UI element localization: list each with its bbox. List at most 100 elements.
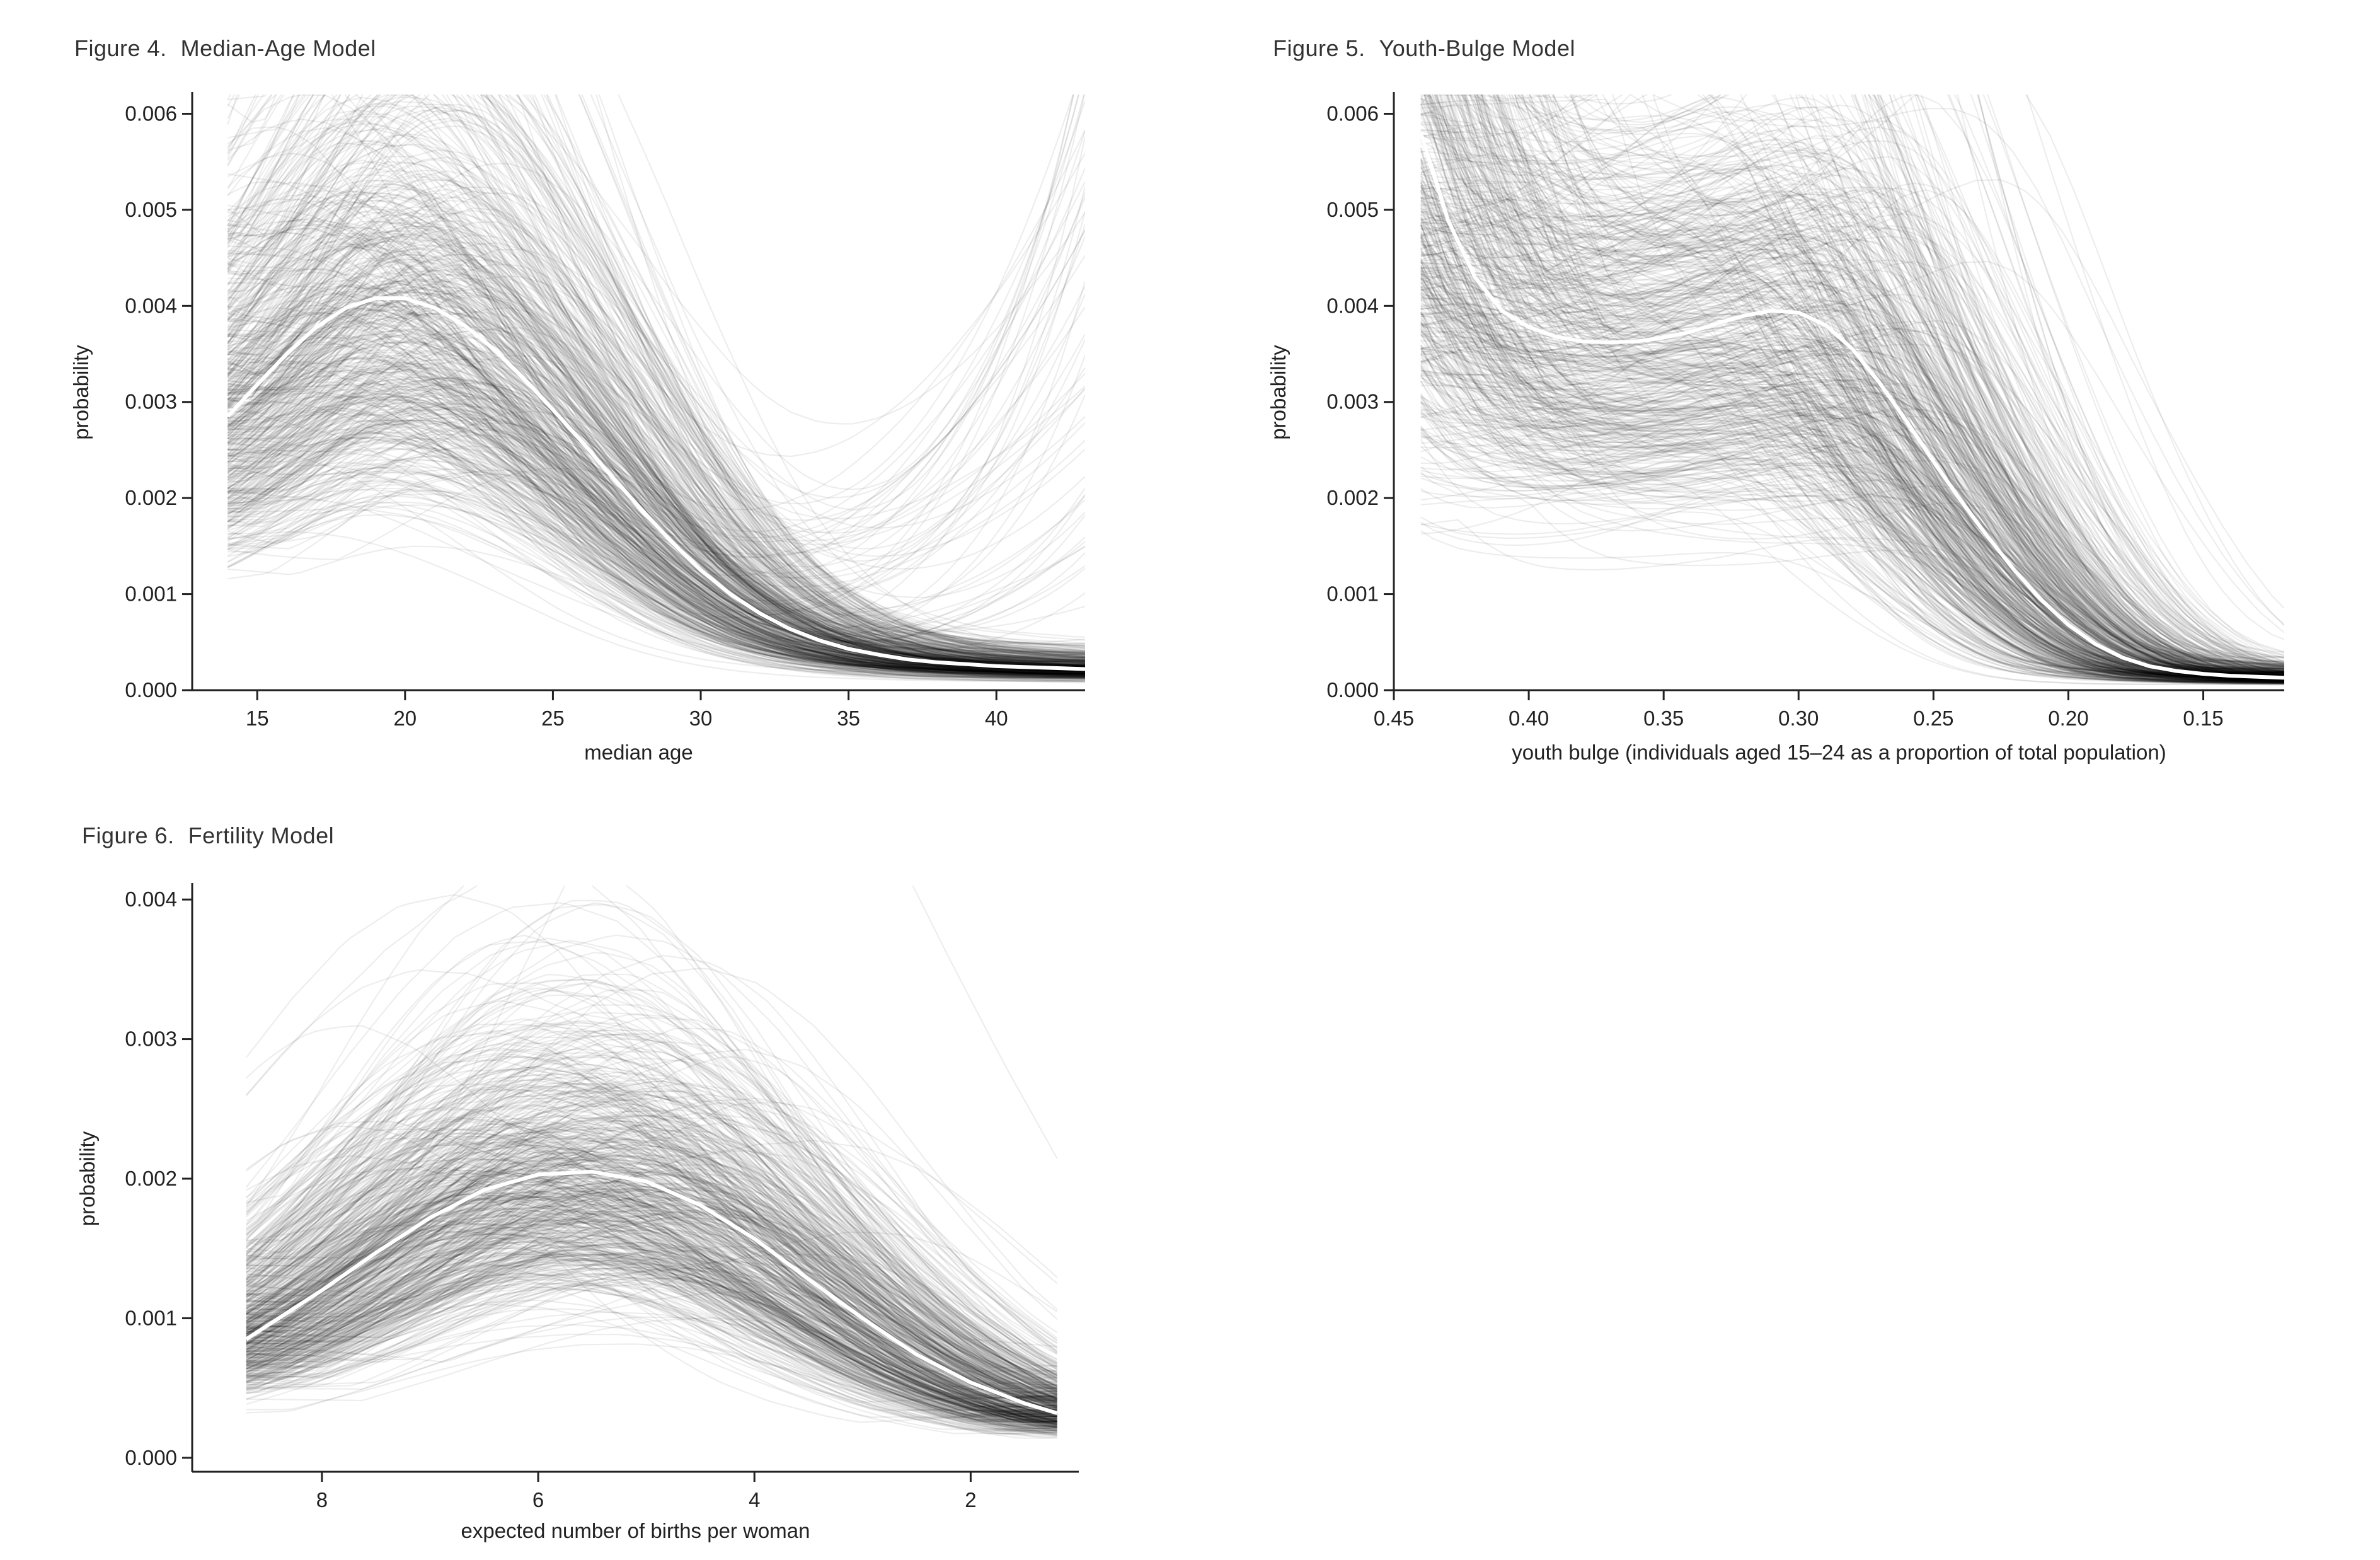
posterior-draw-line xyxy=(1420,273,2284,679)
posterior-draw-line xyxy=(227,274,1085,668)
posterior-draw-line xyxy=(1420,96,2284,676)
posterior-draw-line xyxy=(1420,125,2284,676)
posterior-draw-line xyxy=(227,119,1085,656)
posterior-draw-line xyxy=(227,300,1085,673)
posterior-draw-line xyxy=(227,307,1085,664)
posterior-draw-line xyxy=(1420,294,2284,678)
posterior-draw-line xyxy=(227,333,1085,602)
posterior-draw-line xyxy=(227,366,1085,674)
posterior-draw-line xyxy=(1420,257,2284,679)
posterior-draw-line xyxy=(1420,211,2284,683)
posterior-draw-line xyxy=(1652,95,2284,609)
posterior-draw-line xyxy=(1508,95,2284,673)
posterior-draw-line xyxy=(1420,136,2284,682)
posterior-draw-line xyxy=(1497,95,2284,674)
posterior-draw-line xyxy=(227,367,1085,618)
posterior-draw-line xyxy=(1420,357,2284,679)
posterior-draw-line xyxy=(1420,351,2284,679)
posterior-draw-line xyxy=(1420,375,2284,682)
posterior-draw-line xyxy=(227,133,1085,662)
posterior-draw-line xyxy=(1517,95,2284,668)
posterior-draw-line xyxy=(227,192,1085,637)
posterior-draw-line xyxy=(1420,202,2284,675)
posterior-draw-line xyxy=(1514,95,2284,673)
posterior-draw-line xyxy=(227,166,1085,661)
posterior-draw-line xyxy=(1420,209,2284,681)
posterior-draw-line xyxy=(1493,95,2284,680)
posterior-draw-line xyxy=(1420,442,2284,682)
posterior-draw-line xyxy=(1420,179,2284,682)
posterior-draw-line xyxy=(227,303,1085,669)
posterior-draw-line xyxy=(227,182,1085,669)
posterior-draw-line xyxy=(227,288,1085,669)
posterior-draw-line xyxy=(227,365,1085,671)
posterior-draw-line xyxy=(1420,181,2284,667)
posterior-draw-line xyxy=(227,95,1085,658)
posterior-draw-line xyxy=(1420,164,2284,683)
posterior-draw-line xyxy=(1420,221,2284,675)
posterior-draw-line xyxy=(227,217,1085,657)
posterior-draw-line xyxy=(1477,95,2284,675)
posterior-draw-line xyxy=(227,374,1085,674)
posterior-draw-line xyxy=(227,95,1085,647)
posterior-draw-line xyxy=(1420,355,2284,682)
posterior-draw-line xyxy=(1420,260,2284,680)
posterior-draw-line xyxy=(227,309,1085,673)
posterior-draw-line xyxy=(1420,212,2284,678)
posterior-draw-line xyxy=(1420,240,2284,679)
x-axis-label: median age xyxy=(584,741,693,764)
posterior-draw-line xyxy=(1420,151,2284,676)
posterior-draw-line xyxy=(1420,216,2284,681)
posterior-draw-line xyxy=(1420,267,2284,679)
posterior-draw-line xyxy=(227,420,1085,670)
posterior-draw-line xyxy=(1594,95,2284,664)
posterior-draw-line xyxy=(1420,186,2284,677)
posterior-draw-line xyxy=(1420,269,2284,678)
posterior-draw-line xyxy=(1420,267,2284,681)
posterior-draw-line xyxy=(227,395,1085,674)
posterior-draw-line xyxy=(227,390,1085,671)
posterior-draw-line xyxy=(227,545,1085,684)
posterior-draw-line xyxy=(1420,273,2284,679)
posterior-draw-line xyxy=(1420,182,2284,676)
posterior-draw-line xyxy=(1442,95,2284,676)
posterior-draw-line xyxy=(227,103,1085,654)
posterior-draw-line xyxy=(227,408,1085,678)
posterior-draw-line xyxy=(227,95,1085,658)
posterior-draw-line xyxy=(227,107,1085,562)
posterior-draw-line xyxy=(1420,451,2284,683)
posterior-draw-line xyxy=(1434,95,2284,679)
posterior-draw-line xyxy=(1977,95,2284,654)
posterior-draw-line xyxy=(1420,497,2284,683)
posterior-draw-line xyxy=(227,280,1085,667)
posterior-draw-line xyxy=(1427,95,2284,681)
posterior-draw-line xyxy=(227,196,1085,557)
posterior-draw-line xyxy=(227,365,1085,678)
posterior-draw-line xyxy=(227,395,1085,675)
posterior-draw-line xyxy=(1420,311,2284,683)
posterior-draw-line xyxy=(1520,95,2284,671)
posterior-draw-line xyxy=(227,100,1085,665)
posterior-draw-line xyxy=(227,214,1085,667)
posterior-draw-line xyxy=(227,221,1085,667)
posterior-draw-line xyxy=(227,416,1085,671)
posterior-draw-line xyxy=(1463,95,2284,677)
posterior-draws xyxy=(245,886,1058,1439)
posterior-draw-line xyxy=(227,464,1085,674)
posterior-draw-line xyxy=(246,1203,1057,1433)
posterior-draw-line xyxy=(227,286,1085,672)
posterior-draw-line xyxy=(227,241,1085,656)
posterior-draw-line xyxy=(1420,95,2284,667)
posterior-draw-line xyxy=(1420,253,2284,679)
posterior-draw-line xyxy=(1521,95,2284,670)
figure-4-title: Figure 4. Median-Age Model xyxy=(74,35,376,62)
posterior-draw-line xyxy=(227,357,1085,675)
posterior-draw-line xyxy=(246,1169,1057,1424)
posterior-draw-line xyxy=(1420,128,2284,669)
posterior-draw-line xyxy=(246,1072,1058,1399)
posterior-draw-line xyxy=(1420,224,2284,682)
posterior-draw-line xyxy=(227,95,1085,664)
posterior-draw-line xyxy=(227,499,1085,678)
x-tick-label: 6 xyxy=(532,1488,544,1511)
posterior-draw-line xyxy=(227,436,1085,680)
